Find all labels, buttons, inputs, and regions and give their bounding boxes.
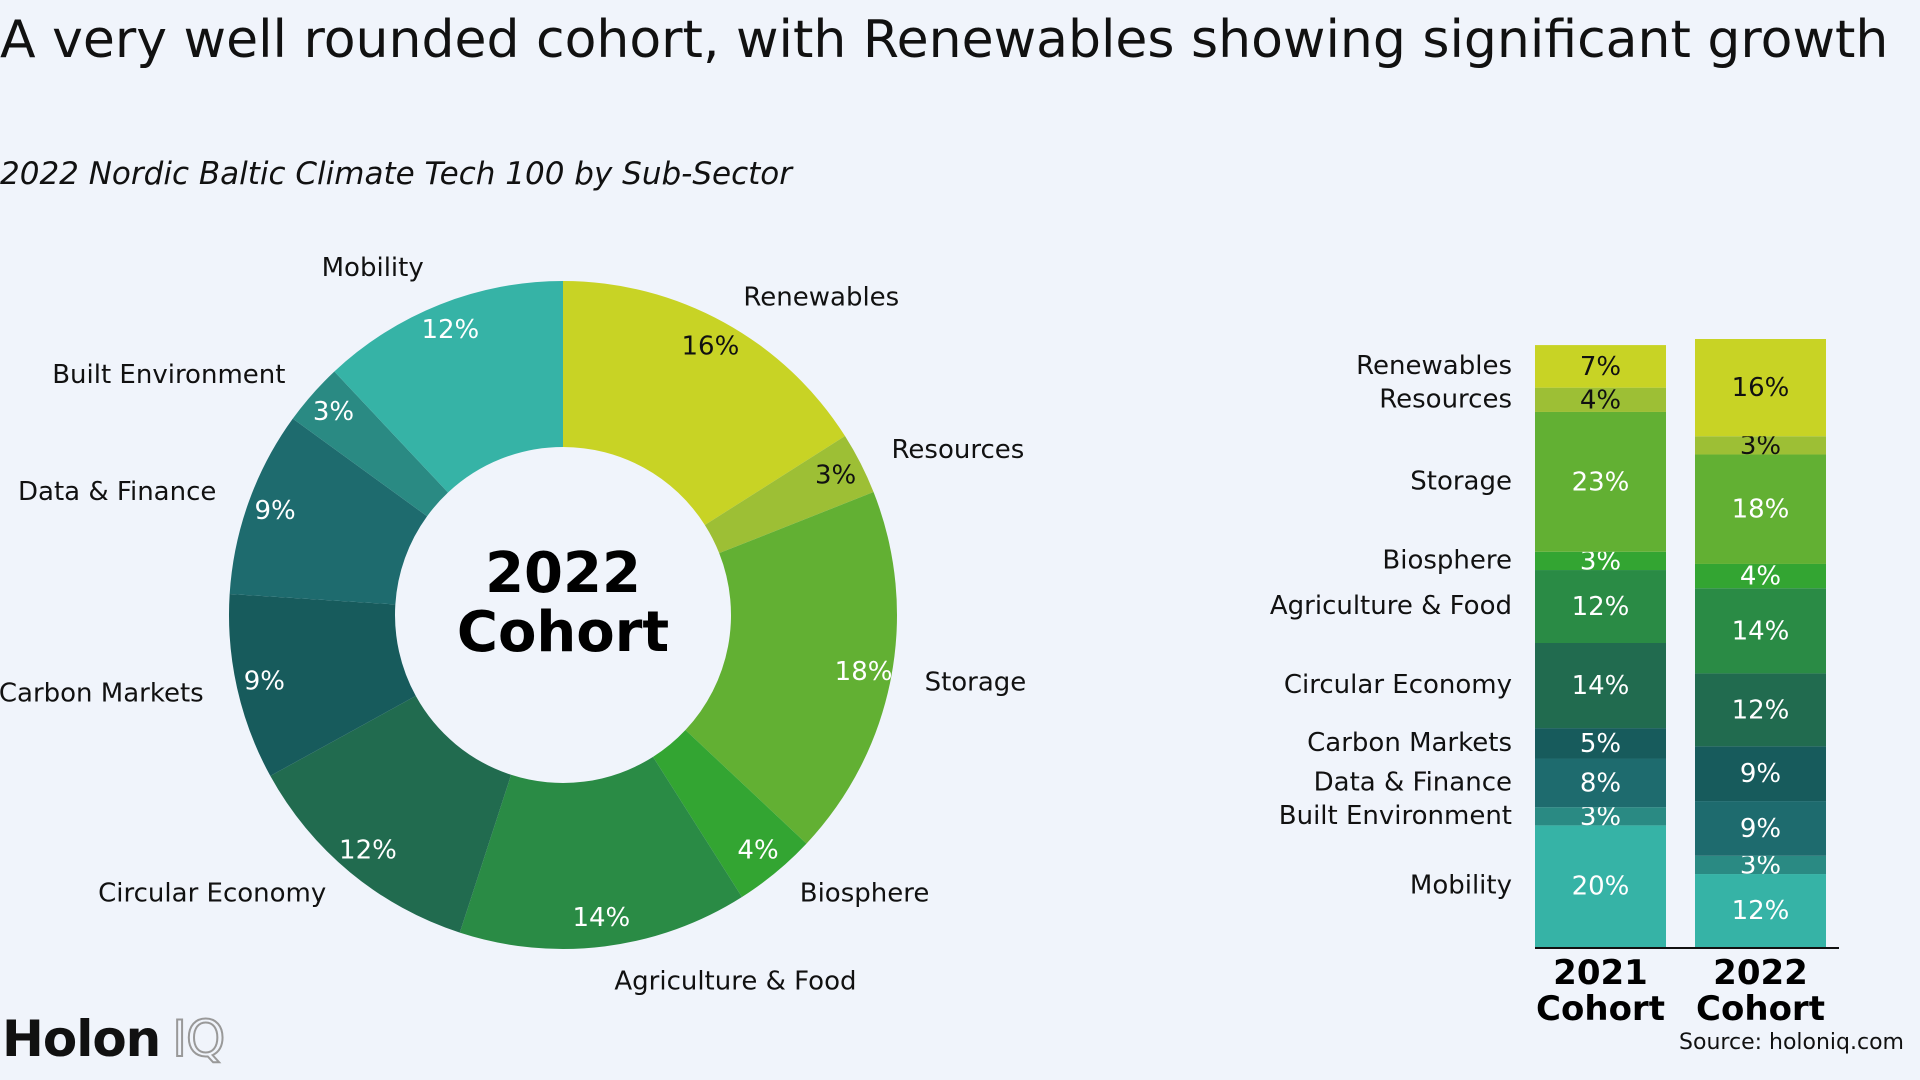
slice-category-label: Carbon Markets — [0, 678, 204, 708]
segment-value-label: 9% — [1740, 814, 1781, 844]
bar-segment — [1535, 728, 1666, 759]
logo-accent: IQ — [171, 1009, 226, 1069]
slice-category-label: Circular Economy — [98, 878, 326, 908]
bar-segment — [1535, 807, 1666, 826]
segment-value-label: 4% — [1580, 385, 1621, 415]
donut-slice — [270, 695, 512, 933]
slice-category-label: Storage — [925, 667, 1027, 697]
donut-slice — [229, 594, 416, 776]
legend-label: Mobility — [1410, 871, 1512, 901]
bar-segment — [1535, 411, 1666, 552]
slice-category-label: Built Environment — [52, 360, 285, 390]
legend-label: Carbon Markets — [1307, 728, 1512, 758]
bar-segment — [1695, 855, 1826, 875]
title: A very well rounded cohort, with Renewab… — [0, 10, 1889, 70]
slice-category-label: Mobility — [322, 253, 424, 283]
category-label: 2021 Cohort — [1536, 953, 1665, 1029]
slice-value-label: 14% — [572, 903, 630, 933]
slice-category-label: Data & Finance — [18, 477, 216, 507]
bar-segment — [1695, 436, 1826, 455]
category-label: 2022 Cohort — [1696, 953, 1825, 1029]
slice-value-label: 12% — [339, 835, 397, 865]
donut-slice — [334, 281, 563, 493]
legend-label: Built Environment — [1279, 801, 1512, 831]
bar-segment — [1695, 588, 1826, 674]
bar-segment — [1535, 758, 1666, 808]
legend-label: Agriculture & Food — [1270, 591, 1512, 621]
legend-label: Resources — [1379, 384, 1512, 414]
segment-value-label: 8% — [1580, 768, 1621, 798]
donut-center-label: 2022 Cohort — [456, 541, 670, 665]
logo: Holon IQ — [2, 1009, 226, 1069]
logo-main: Holon — [2, 1010, 161, 1068]
segment-value-label: 9% — [1740, 759, 1781, 789]
slice-value-label: 12% — [421, 315, 479, 345]
segment-value-label: 12% — [1572, 592, 1630, 622]
bar-segment — [1535, 643, 1666, 729]
bar-segment — [1695, 801, 1826, 856]
slice-value-label: 9% — [254, 496, 295, 526]
donut-slice — [563, 281, 846, 525]
bar-segment — [1695, 454, 1826, 564]
segment-value-label: 4% — [1740, 562, 1781, 592]
donut-slice — [704, 436, 874, 554]
bar-segment — [1695, 673, 1826, 747]
slice-category-label: Biosphere — [800, 878, 930, 908]
segment-value-label: 18% — [1732, 495, 1790, 525]
bar-segment — [1695, 563, 1826, 589]
bar-segment — [1695, 339, 1826, 437]
bar-segment — [1695, 746, 1826, 802]
slice-value-label: 4% — [737, 835, 778, 865]
slice-value-label: 3% — [313, 397, 354, 427]
donut-slice — [653, 730, 807, 898]
bar-segment — [1535, 551, 1666, 571]
donut-slice — [292, 371, 448, 517]
donut-slice — [459, 756, 742, 949]
segment-value-label: 7% — [1580, 352, 1621, 382]
legend-label: Storage — [1410, 466, 1512, 496]
segment-value-label: 5% — [1580, 729, 1621, 759]
slice-value-label: 16% — [682, 331, 740, 361]
legend-label: Data & Finance — [1314, 767, 1512, 797]
segment-value-label: 20% — [1572, 872, 1630, 902]
donut-slice — [685, 492, 898, 844]
legend-label: Biosphere — [1382, 545, 1512, 575]
segment-value-label: 14% — [1572, 671, 1630, 701]
legend-label: Circular Economy — [1284, 670, 1512, 700]
donut-slice — [229, 418, 428, 605]
bar-segment — [1535, 825, 1666, 947]
bar-segment — [1535, 345, 1666, 388]
legend-label: Renewables — [1356, 351, 1512, 381]
bar-segment — [1535, 387, 1666, 412]
slice-category-label: Renewables — [743, 282, 899, 312]
subtitle: 2022 Nordic Baltic Climate Tech 100 by S… — [0, 156, 792, 192]
bar-segment — [1695, 874, 1826, 947]
segment-value-label: 12% — [1732, 896, 1790, 926]
slice-value-label: 3% — [815, 461, 856, 491]
slice-category-label: Agriculture & Food — [614, 967, 856, 997]
slice-category-label: Resources — [892, 435, 1025, 465]
bar-segment — [1535, 570, 1666, 643]
segment-value-label: 14% — [1732, 616, 1790, 646]
segment-value-label: 12% — [1732, 695, 1790, 725]
slice-value-label: 9% — [244, 666, 285, 696]
segment-value-label: 23% — [1572, 467, 1630, 497]
segment-value-label: 16% — [1732, 373, 1790, 403]
source: Source: holoniq.com — [1679, 1030, 1904, 1055]
slice-value-label: 18% — [835, 657, 893, 687]
